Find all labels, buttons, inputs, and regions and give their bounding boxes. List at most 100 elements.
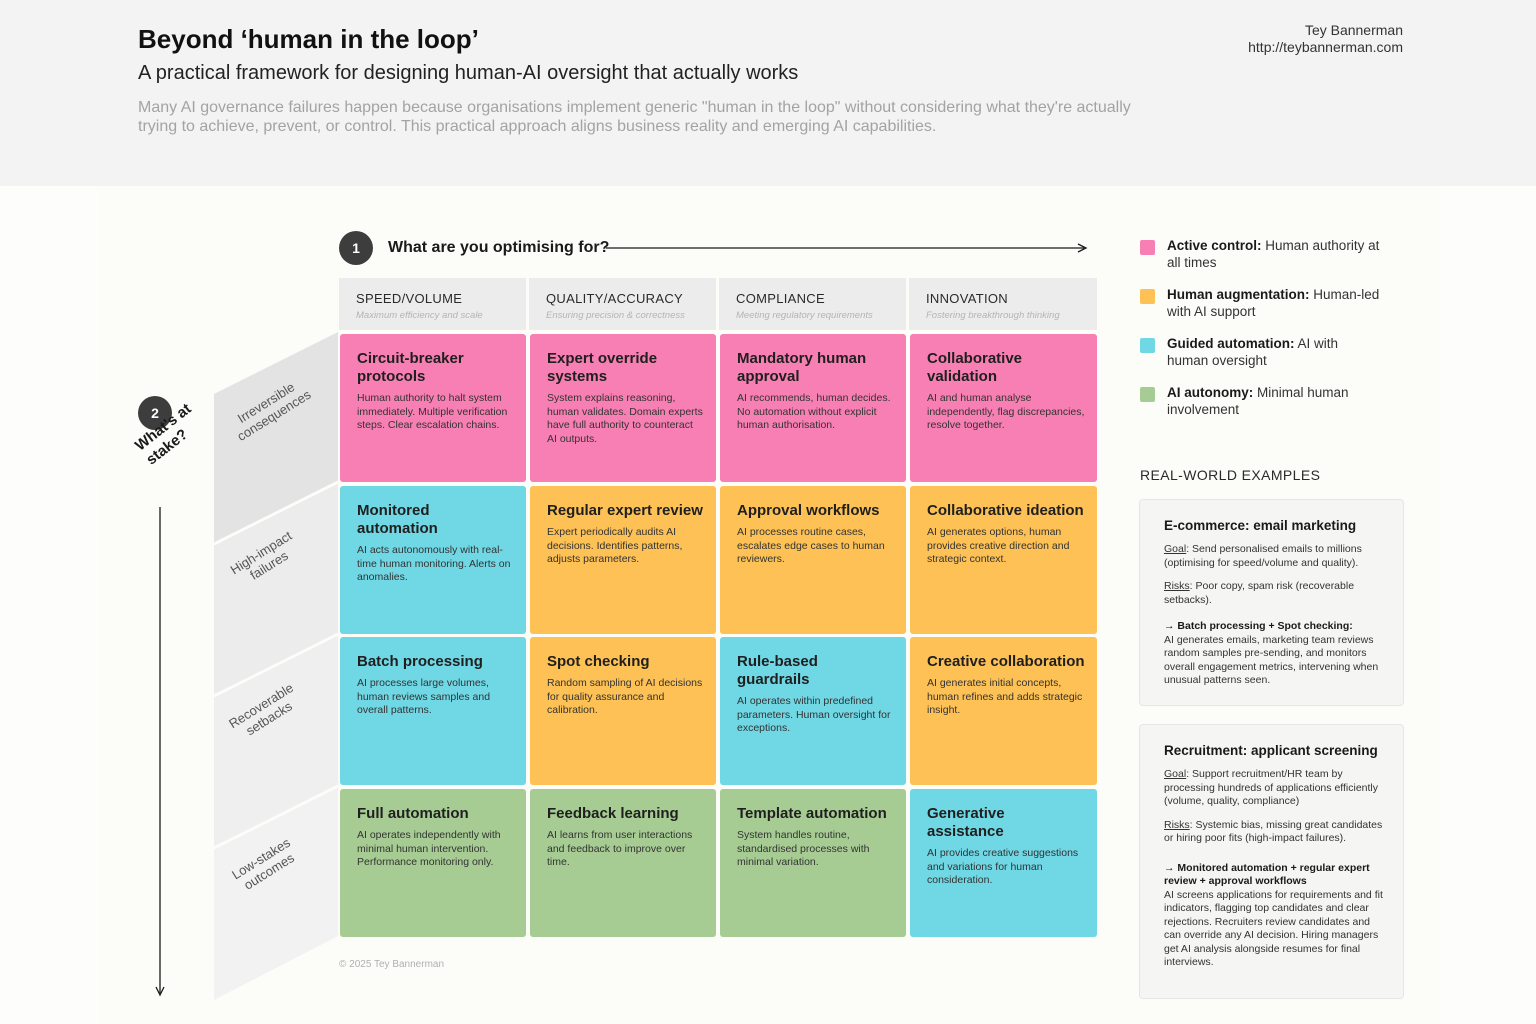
examples-heading: REAL-WORLD EXAMPLES	[1140, 467, 1321, 483]
legend-swatch	[1140, 240, 1155, 255]
column-subheading: Fostering breakthrough thinking	[926, 310, 1060, 321]
cell-mandatory-approval: Mandatory human approval AI recommends, …	[720, 334, 906, 482]
header-band	[0, 0, 1536, 186]
example-goal: Goal: Support recruitment/HR team by pro…	[1164, 768, 1379, 807]
cell-approval-workflows: Approval workflows AI processes routine …	[720, 486, 906, 634]
column-subheading: Ensuring precision & correctness	[546, 310, 685, 321]
legend-text: Human authority at all times	[1167, 238, 1380, 270]
column-heading: COMPLIANCE	[736, 291, 825, 306]
cell-title: Regular expert review	[547, 502, 703, 519]
legend-text: AI with human oversight	[1167, 336, 1339, 368]
column-heading: INNOVATION	[926, 291, 1008, 306]
cell-desc: AI provides creative suggestions and var…	[927, 847, 1079, 886]
axis-x-badge: 1	[339, 231, 373, 265]
cell-rule-based-guardrails: Rule-based guardrails AI operates within…	[720, 637, 906, 785]
cell-desc: AI recommends, human decides. No automat…	[737, 392, 891, 431]
legend-guided-automation: Guided automation: AI with human oversig…	[1140, 336, 1380, 369]
example-card-recruitment: Recruitment: applicant screening Goal: S…	[1139, 724, 1404, 999]
column-subheading: Meeting regulatory requirements	[736, 310, 873, 321]
legend-active-control: Active control: Human authority at all t…	[1140, 238, 1380, 271]
cell-desc: AI operates independently with minimal h…	[357, 829, 501, 868]
cell-title: Batch processing	[357, 653, 483, 670]
cell-collaborative-validation: Collaborative validation AI and human an…	[910, 334, 1097, 482]
cell-title: Expert override systems	[547, 350, 658, 385]
legend-term: Active control:	[1167, 238, 1262, 253]
legend-term: AI autonomy:	[1167, 385, 1254, 400]
cell-title: Collaborative ideation	[927, 502, 1084, 519]
cell-desc: AI and human analyse independently, flag…	[927, 392, 1085, 431]
cell-title: Approval workflows	[737, 502, 880, 519]
axis-y-arrow-icon	[155, 507, 165, 997]
cell-desc: AI acts autonomously with real-time huma…	[357, 544, 511, 583]
cell-desc: Random sampling of AI decisions for qual…	[547, 677, 703, 716]
column-header-speed: SPEED/VOLUME Maximum efficiency and scal…	[339, 278, 526, 330]
column-header-compliance: COMPLIANCE Meeting regulatory requiremen…	[719, 278, 906, 330]
example-approach: → Batch processing + Spot checking: AI ge…	[1164, 620, 1379, 686]
legend-human-augmentation: Human augmentation: Human-led with AI su…	[1140, 287, 1380, 320]
cell-desc: AI processes large volumes, human review…	[357, 677, 491, 716]
cell-template-automation: Template automation System handles routi…	[720, 789, 906, 937]
axis-x-arrow-icon	[606, 243, 1088, 253]
cell-desc: AI learns from user interactions and fee…	[547, 829, 693, 868]
example-title: Recruitment: applicant screening	[1164, 743, 1378, 758]
cell-desc: System handles routine, standardised pro…	[737, 829, 870, 868]
cell-monitored-automation: Monitored automation AI acts autonomousl…	[340, 486, 526, 634]
row-label-band	[213, 332, 339, 1000]
cell-desc: System explains reasoning, human validat…	[547, 392, 703, 445]
copyright: © 2025 Tey Bannerman	[339, 959, 445, 970]
legend-ai-autonomy: AI autonomy: Minimal human involvement	[1140, 385, 1380, 418]
example-title: E-commerce: email marketing	[1164, 518, 1357, 533]
column-heading: SPEED/VOLUME	[356, 291, 463, 306]
author-name: Tey Bannerman	[1304, 22, 1403, 38]
cell-desc: AI generates options, human provides cre…	[927, 526, 1070, 565]
author-block: Tey Bannerman http://teybannerman.com	[1248, 22, 1403, 56]
cell-regular-expert-review: Regular expert review Expert periodicall…	[530, 486, 716, 634]
column-heading: QUALITY/ACCURACY	[546, 291, 683, 306]
cell-title: Feedback learning	[547, 805, 679, 822]
cell-expert-override: Expert override systems System explains …	[530, 334, 716, 482]
legend-swatch	[1140, 289, 1155, 304]
axis-y-badge: 2	[138, 396, 172, 430]
cell-title: Circuit-breaker protocols	[357, 350, 464, 385]
example-approach: → Monitored automation + regular expert …	[1164, 861, 1383, 969]
cell-title: Mandatory human approval	[737, 350, 867, 385]
legend-text: Human-led with AI support	[1167, 287, 1380, 319]
cell-desc: AI operates within predefined parameters…	[737, 695, 891, 734]
cell-title: Monitored automation	[357, 502, 438, 537]
legend-swatch	[1140, 387, 1155, 402]
legend-term: Guided automation:	[1167, 336, 1295, 351]
cell-circuit-breaker: Circuit-breaker protocols Human authorit…	[340, 334, 526, 482]
cell-title: Spot checking	[547, 653, 650, 670]
column-header-quality: QUALITY/ACCURACY Ensuring precision & co…	[529, 278, 716, 330]
cell-title: Collaborative validation	[927, 350, 1023, 385]
cell-feedback-learning: Feedback learning AI learns from user in…	[530, 789, 716, 937]
example-goal: Goal: Send personalised emails to millio…	[1164, 543, 1362, 569]
column-subheading: Maximum efficiency and scale	[356, 310, 483, 321]
cell-desc: AI processes routine cases, escalates ed…	[737, 526, 885, 565]
legend-swatch	[1140, 338, 1155, 353]
example-risks: Risks: Poor copy, spam risk (recoverable…	[1164, 580, 1355, 606]
legend-text: Minimal human involvement	[1167, 385, 1349, 417]
cell-full-automation: Full automation AI operates independentl…	[340, 789, 526, 937]
cell-title: Rule-based guardrails	[737, 653, 818, 688]
author-url[interactable]: http://teybannerman.com	[1248, 39, 1403, 55]
cell-desc: AI generates initial concepts, human ref…	[927, 677, 1083, 716]
page-title: Beyond ‘human in the loop’	[138, 24, 479, 54]
cell-desc: Expert periodically audits AI decisions.…	[547, 526, 683, 565]
intro-paragraph: Many AI governance failures happen becau…	[138, 99, 1131, 135]
example-card-ecommerce: E-commerce: email marketing Goal: Send p…	[1139, 499, 1404, 706]
cell-batch-processing: Batch processing AI processes large volu…	[340, 637, 526, 785]
axis-x-label: What are you optimising for?	[388, 239, 610, 256]
cell-creative-collaboration: Creative collaboration AI generates init…	[910, 637, 1097, 785]
cell-spot-checking: Spot checking Random sampling of AI deci…	[530, 637, 716, 785]
page-subtitle: A practical framework for designing huma…	[138, 62, 799, 84]
cell-title: Generative assistance	[927, 805, 1005, 840]
cell-title: Creative collaboration	[927, 653, 1085, 670]
cell-generative-assistance: Generative assistance AI provides creati…	[910, 789, 1097, 937]
cell-collaborative-ideation: Collaborative ideation AI generates opti…	[910, 486, 1097, 634]
cell-desc: Human authority to halt system immediate…	[357, 392, 508, 431]
example-risks: Risks: Systemic bias, missing great cand…	[1164, 818, 1383, 845]
column-header-innovation: INNOVATION Fostering breakthrough thinki…	[909, 278, 1097, 330]
legend-term: Human augmentation:	[1167, 287, 1310, 302]
cell-title: Template automation	[737, 805, 887, 822]
